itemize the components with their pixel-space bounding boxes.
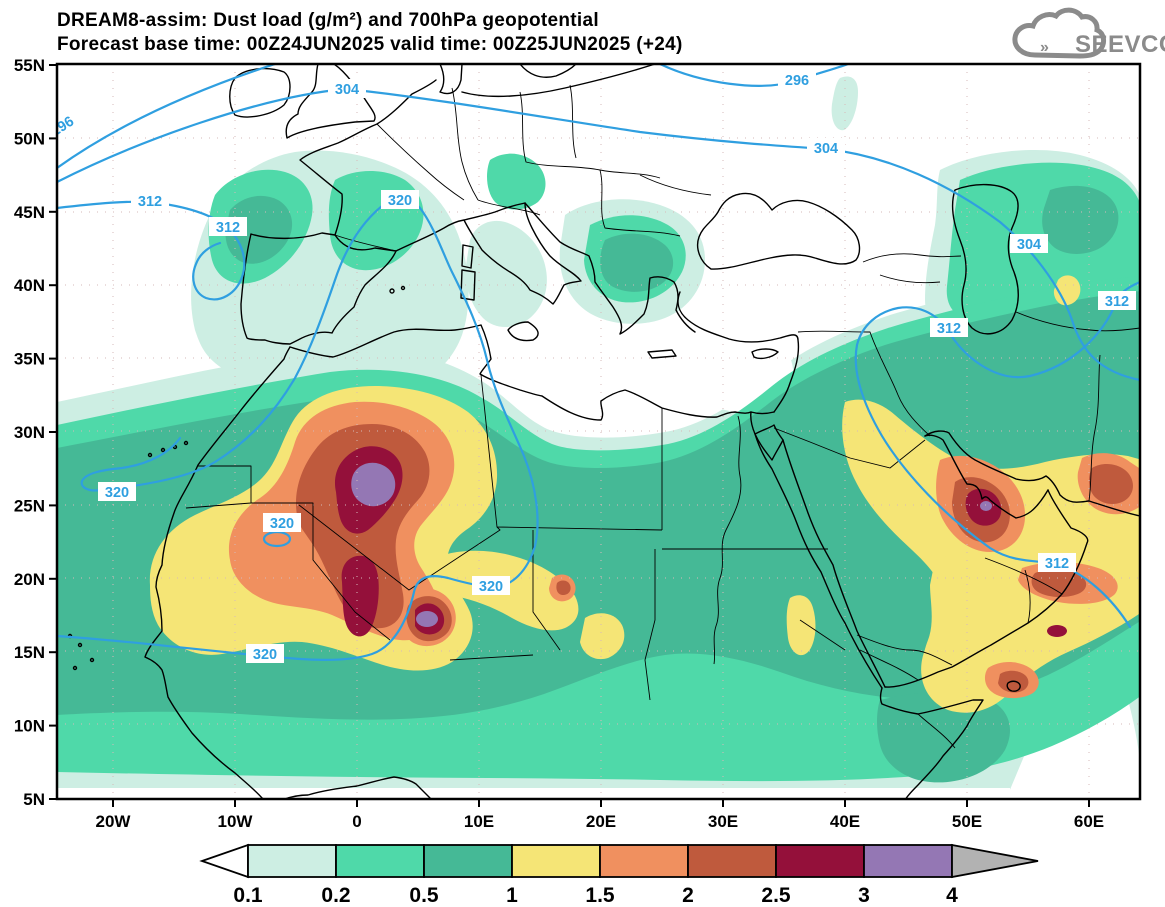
contour-label-text: 320: [105, 485, 129, 501]
contour-label-text: 312: [1045, 556, 1069, 572]
map-plot-area: 2963042963043043123123123123203203203203…: [41, 64, 1142, 802]
contour-label-text: 320: [388, 193, 412, 209]
lon-tick-label: 60E: [1074, 812, 1104, 831]
lat-axis: 55N 50N 45N 40N 35N 30N 25N 20N 15N 10N 5N: [14, 56, 57, 809]
lat-tick-label: 40N: [14, 276, 45, 295]
colorbar-over-arrow: [952, 845, 1038, 877]
contour-label: 320: [246, 644, 284, 663]
lat-tick-label: 20N: [14, 570, 45, 589]
lon-tick-label: 20E: [586, 812, 616, 831]
contour-label: 320: [98, 482, 136, 501]
contour-label-text: 296: [785, 73, 809, 89]
contour-label-text: 320: [270, 516, 294, 532]
colorbar-cell: [424, 845, 512, 877]
lat-tick-label: 35N: [14, 350, 45, 369]
contour-label-text: 304: [1017, 237, 1041, 253]
colorbar-level-label: 1.5: [585, 884, 615, 907]
contour-label: 320: [381, 190, 419, 209]
lon-tick-label: 40E: [830, 812, 860, 831]
lon-tick-label: 0: [352, 812, 361, 831]
contour-label: 312: [1098, 291, 1136, 310]
contour-label-text: 304: [814, 141, 838, 157]
lon-tick-label: 50E: [952, 812, 982, 831]
colorbar-level-label: 2.5: [761, 884, 791, 907]
colorbar-cell: [600, 845, 688, 877]
contour-label-text: 312: [216, 220, 240, 236]
weather-map-page: DREAM8-assim: Dust load (g/m²) and 700hP…: [0, 0, 1165, 907]
contour-label-text: 312: [138, 194, 162, 210]
contour-label: 320: [263, 513, 301, 532]
colorbar-cell: [776, 845, 864, 877]
contour-label-text: 312: [937, 321, 961, 337]
colorbar-under-arrow: [202, 845, 248, 877]
contour-label: 312: [131, 191, 169, 210]
lat-tick-label: 5N: [23, 790, 45, 809]
contour-label: 312: [930, 318, 968, 337]
lon-tick-label: 10W: [218, 812, 254, 831]
contour-label: 304: [1010, 234, 1048, 253]
colorbar-cell: [864, 845, 952, 877]
colorbar: 0.1 0.2 0.5 1 1.5 2 2.5 3 4: [202, 845, 1038, 907]
page-subtitle: Forecast base time: 00Z24JUN2025 valid t…: [57, 34, 683, 55]
lat-tick-label: 15N: [14, 643, 45, 662]
contour-label: 304: [328, 79, 366, 98]
seevccc-logo: » SEEVCCC: [1015, 10, 1165, 58]
colorbar-level-label: 2: [682, 884, 694, 907]
colorbar-level-label: 0.2: [321, 884, 350, 907]
colorbar-cell: [336, 845, 424, 877]
colorbar-level-label: 0.5: [409, 884, 439, 907]
page-title: DREAM8-assim: Dust load (g/m²) and 700hP…: [57, 10, 599, 31]
lon-tick-label: 20W: [96, 812, 132, 831]
lon-axis: 20W 10W 0 10E 20E 30E 40E 50E 60E: [96, 799, 1105, 831]
colorbar-cell: [688, 845, 776, 877]
colorbar-cell: [512, 845, 600, 877]
contour-label-text: 320: [253, 647, 277, 663]
lat-tick-label: 10N: [14, 717, 45, 736]
contour-label-text: 320: [479, 579, 503, 595]
colorbar-level-label: 0.1: [233, 884, 263, 907]
contour-label: 296: [778, 70, 816, 89]
lat-tick-label: 30N: [14, 423, 45, 442]
colorbar-level-label: 1: [506, 884, 518, 907]
colorbar-level-label: 3: [858, 884, 870, 907]
contour-label-text: 312: [1105, 294, 1129, 310]
lat-tick-label: 25N: [14, 496, 45, 515]
colorbar-cell: [248, 845, 336, 877]
contour-label: 320: [472, 576, 510, 595]
lon-tick-label: 10E: [464, 812, 494, 831]
contour-label: 312: [1038, 553, 1076, 572]
contour-label-text: 304: [335, 82, 359, 98]
lat-tick-label: 50N: [14, 129, 45, 148]
cloud-arrows-icon: »: [1040, 39, 1049, 56]
contour-label: 312: [209, 217, 247, 236]
lon-tick-label: 30E: [708, 812, 738, 831]
logo-text: SEEVCCC: [1075, 31, 1165, 58]
contour-label: 304: [807, 138, 845, 157]
lat-tick-label: 45N: [14, 203, 45, 222]
lat-tick-label: 55N: [14, 56, 45, 75]
map-canvas: DREAM8-assim: Dust load (g/m²) and 700hP…: [0, 0, 1165, 907]
colorbar-level-label: 4: [946, 884, 958, 907]
